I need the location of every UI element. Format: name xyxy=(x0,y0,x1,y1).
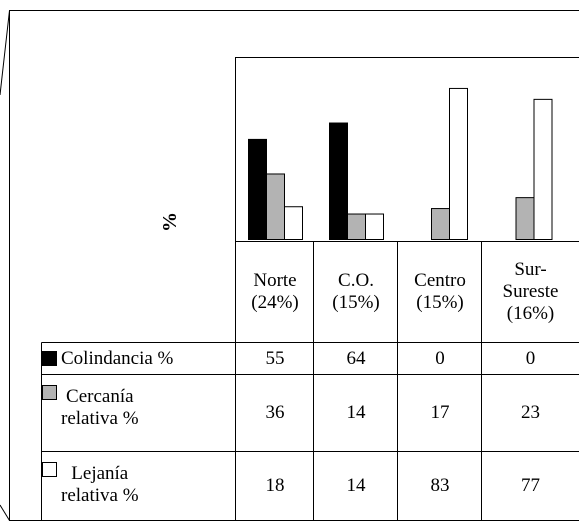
data-cell: 17 xyxy=(430,402,450,423)
plot-area xyxy=(235,57,579,242)
category-share: (15%) xyxy=(332,292,380,313)
category-label-sur-sureste: Sur- Sureste (16%) xyxy=(482,242,579,342)
legend-row-colindancia: Colindancia % xyxy=(42,343,230,374)
bar-series2-cat0 xyxy=(284,206,303,241)
data-cell: 0 xyxy=(435,347,445,369)
data-cell: 83 xyxy=(430,475,450,496)
bar-series2-cat1 xyxy=(365,213,384,241)
perspective-edge-bottom xyxy=(0,504,10,521)
legend-swatch-white xyxy=(42,462,57,477)
data-cell: 55 xyxy=(265,347,285,369)
category-name-2: Sureste xyxy=(502,281,559,302)
legend-label-block: Cercanía relativa % xyxy=(61,386,139,430)
category-share: (24%) xyxy=(251,292,299,313)
legend-label-line2: relativa % xyxy=(61,408,139,429)
data-cell: 77 xyxy=(521,475,540,496)
bars-group xyxy=(248,87,553,241)
category-name: Centro xyxy=(414,270,466,291)
category-name: C.O. xyxy=(338,270,374,291)
legend-label-line1: Lejanía xyxy=(71,463,129,484)
perspective-edge-top xyxy=(0,10,10,96)
legend-swatch-gray xyxy=(42,385,57,400)
table-grid xyxy=(41,241,579,521)
bar-series0-cat1 xyxy=(329,122,348,240)
legend-label-block: Lejanía relativa % xyxy=(61,463,139,507)
category-name: Sur- xyxy=(514,259,547,280)
data-cell: 14 xyxy=(346,402,366,423)
bar-series2-cat3 xyxy=(533,98,553,240)
bar-series1-cat0 xyxy=(266,173,285,240)
category-share: (16%) xyxy=(506,303,555,324)
legend-row-cercania: Cercanía relativa % xyxy=(42,375,230,441)
data-cell: 18 xyxy=(265,475,285,496)
category-name: Norte xyxy=(253,270,297,291)
data-cell: 23 xyxy=(521,402,540,423)
category-label-co: C.O. (15%) xyxy=(314,242,398,342)
category-label-norte: Norte (24%) xyxy=(236,242,314,342)
bar-series2-cat2 xyxy=(449,87,468,240)
bar-series1-cat1 xyxy=(347,213,366,241)
data-cell: 36 xyxy=(265,402,285,423)
category-share: (15%) xyxy=(416,292,464,313)
data-cell: 14 xyxy=(346,475,366,496)
legend-row-lejania: Lejanía relativa % xyxy=(42,452,230,518)
bar-series0-cat0 xyxy=(248,138,267,240)
y-axis-label: % xyxy=(158,212,181,232)
legend-label-line2: relativa % xyxy=(61,485,139,506)
bar-series1-cat2 xyxy=(431,208,450,240)
legend-label-line1: Cercanía xyxy=(66,386,134,407)
category-label-centro: Centro (15%) xyxy=(398,242,482,342)
legend-swatch-black xyxy=(42,351,57,366)
legend-label: Colindancia % xyxy=(61,347,174,369)
data-cell: 0 xyxy=(525,347,536,369)
bar-series1-cat3 xyxy=(515,197,535,240)
data-cell: 64 xyxy=(346,347,366,369)
